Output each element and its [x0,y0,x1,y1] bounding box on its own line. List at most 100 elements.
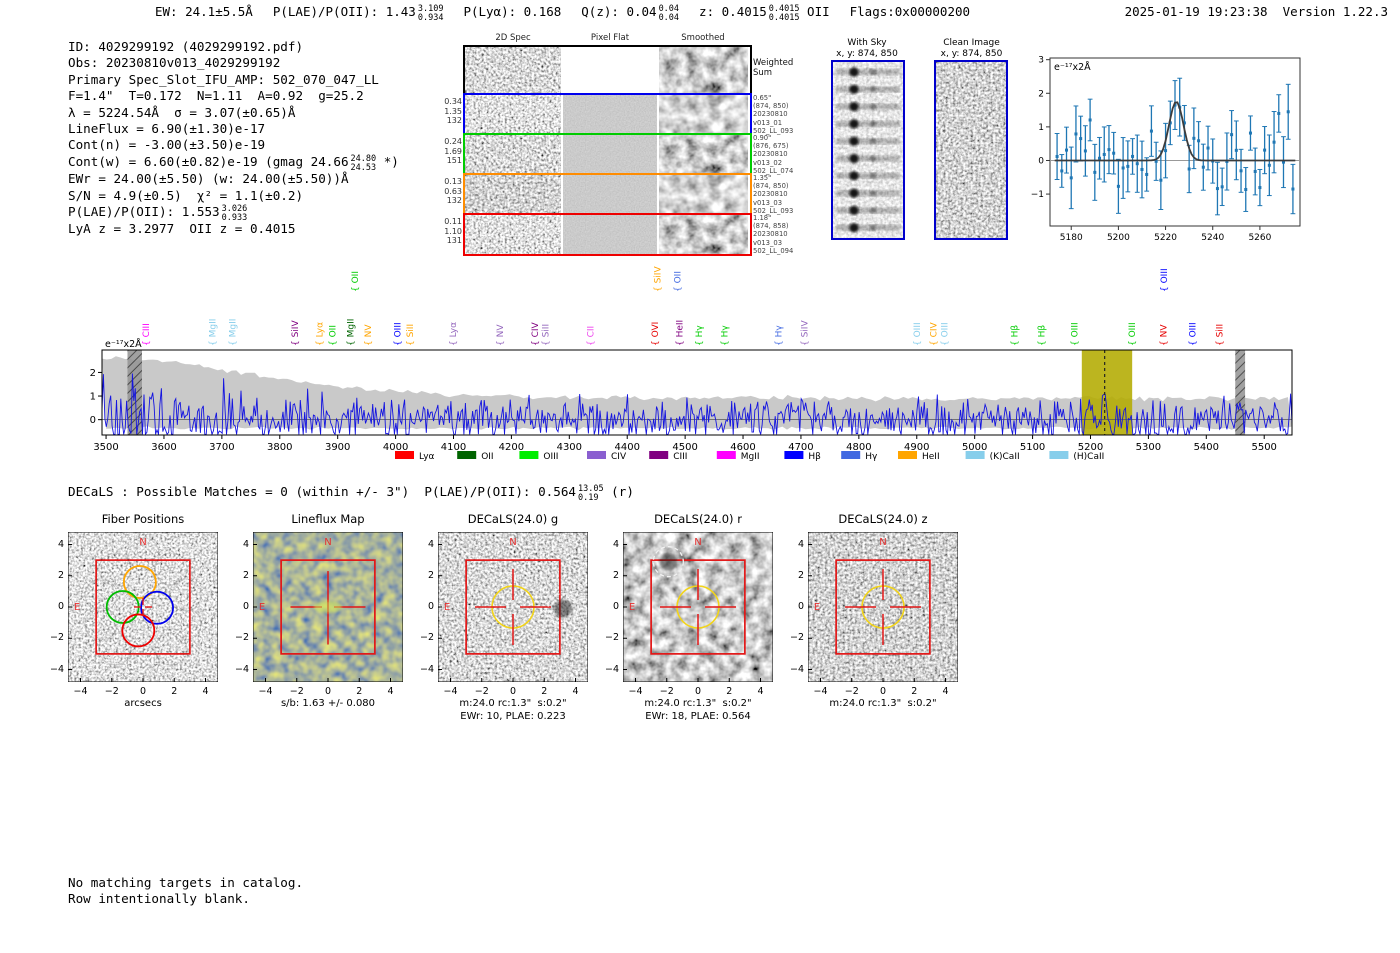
data-point [1060,169,1064,173]
data-point [1272,140,1276,144]
info-line-4: λ = 5224.54Å σ = 3.07(±0.65)Å [68,104,296,120]
cutout-xlabel-1: s/b: 1.63 +/- 0.080 [280,698,376,709]
info-line-11: LyA z = 3.2977 OII z = 0.4015 [68,221,296,237]
data-point [1248,131,1252,135]
legend-label-CIV: CIV [611,452,627,462]
info-line-8: EWr = 24.00(±5.50) (w: 24.00(±5.50))Å [68,171,349,187]
cutout-y-tick-label: −2 [419,632,434,644]
fiber-trace-blob2 [870,224,876,231]
spec2d-panel: 2D Spec Pixel Flat Smoothed 0.34 1.35 132 0.65… [440,30,920,262]
selected-line-band [1081,350,1133,435]
emission-line-label-OIII: { OIII [1160,268,1170,292]
fiber-circle-0 [122,565,157,599]
footer-note: No matching targets in catalog. Row inte… [68,875,303,908]
spec2d-row-2-weights: 0.24 1.69 151 [444,137,462,165]
with-sky-image [831,60,905,240]
data-point [1154,159,1158,163]
emission-line-label-SiIV: { SiIV [800,320,810,346]
legend-swatch-Hγ [841,451,861,459]
fiber-trace-band [836,120,900,127]
cutout-title-3: DECaLS(24.0) r [654,512,742,526]
fiber-circle-3 [121,613,156,648]
spec2d-row-1-pixelflat-image [563,95,657,134]
data-point [1083,149,1087,153]
data-point [1201,165,1205,169]
spec2d-row-0 [463,45,752,96]
emission-line-label-MgII: { MgII [346,319,356,346]
data-point [1239,169,1243,173]
fit-y-tick-label: 0 [1038,156,1044,166]
data-point [1088,118,1092,122]
cutout-x-tick-label: −2 [474,686,489,697]
cutout-x-tick-label: −4 [73,686,88,697]
fiber-trace-band [836,69,900,75]
cutout-y-tick-label: −2 [604,632,619,644]
background-fiber-circle [98,632,132,666]
fiber-trace-blob [849,223,859,233]
cutouts-row: Fiber Positions N E −4 −4 −2 −2 0 0 2 2 4 4 arcsecs Li… [0,508,1400,728]
spec-x-tick-label: 3800 [267,442,292,453]
compass-north-label: N [879,537,886,548]
emission-line-label-NV: { NV [496,324,506,346]
spec2d-row-2-2dspec-image [465,135,561,174]
header-flags: Flags:0x00000200 [849,4,971,19]
cutout-y-tick-label: 4 [427,538,434,550]
data-point [1116,184,1120,188]
catalog-object-blob [659,552,678,571]
header-ew: EW: 24.1±5.5Å [155,4,253,19]
spec-x-tick-label: 4700 [788,442,813,453]
data-point [1112,151,1116,155]
clean-image-title: Clean Image x, y: 874, 850 [940,38,1003,59]
data-point [1126,164,1130,168]
cutout-y-tick-label: 0 [427,601,434,612]
data-point [1093,170,1097,174]
spec-x-tick-label: 4000 [383,442,408,453]
spectrum-frame [101,349,1293,436]
fiber-trace-blob2 [870,103,876,110]
cutout-x-tick-label: 2 [911,686,918,697]
spec-units-annotation: e⁻¹⁷x2Å [105,338,142,350]
legend-label-(H)CaII: (H)CaII [1073,452,1104,462]
spec2d-row-2 [463,133,752,176]
data-point [1098,156,1102,160]
cutout-x-tick-label: 0 [879,686,887,697]
cutout-x-tick-label: 4 [202,686,209,697]
emission-line-label-OIII: { OIII [393,322,403,346]
extraction-box [280,559,376,655]
cutout-y-tick-label: 2 [427,569,434,581]
emission-line-label-SiII: { SiII [542,324,552,346]
emission-line-label-SiII: { SiII [406,324,416,346]
spec2d-row-0-2dspec-image [465,47,561,94]
cutout-caption-2: EWr: 10, PLAE: 0.223 [460,711,566,722]
fiber-trace-band [836,103,900,110]
legend-swatch-(K)CaII [965,451,985,459]
legend-label-(K)CaII: (K)CaII [990,452,1020,462]
info-line-9: S/N = 4.9(±0.5) χ² = 1.1(±0.2) [68,187,304,203]
data-point [1065,148,1069,152]
cutout-xlabel-4: m:24.0 rc:1.3" s:0.2" [829,698,937,709]
header-z: z: 0.4015 0.4015 0.4015 OII [699,4,830,23]
cutout-x-tick-label: −4 [628,686,643,697]
legend-swatch-HeII [898,451,917,459]
compass-east-label: E [444,602,450,613]
legend-label-Hβ: Hβ [808,452,821,462]
cutout-y-tick-label: 0 [612,601,619,612]
fiber-trace-blob2 [870,172,876,179]
spec2d-row-3 [463,173,752,216]
compass-north-label: N [324,537,331,548]
legend-swatch-MgII [716,451,736,459]
data-point [1079,137,1083,141]
spec2d-row-4 [463,213,752,256]
fiber-trace-blob2 [870,69,876,75]
emission-line-label-SiIV: { SiIV [291,320,301,346]
spec2d-row-0-smoothed-image [659,47,748,94]
line-fit-plot: 5180 5200 5220 5240 5260 −1 0 1 2 3 e⁻¹⁷x2Å [1028,48,1328,243]
data-point [1149,129,1153,133]
cutout-title-4: DECaLS(24.0) z [838,512,928,526]
compass-north-label: N [139,537,146,548]
compass-east-label: E [259,602,265,613]
spec-x-tick-label: 4600 [730,442,755,453]
data-point [1220,185,1224,189]
data-point [1225,160,1229,164]
